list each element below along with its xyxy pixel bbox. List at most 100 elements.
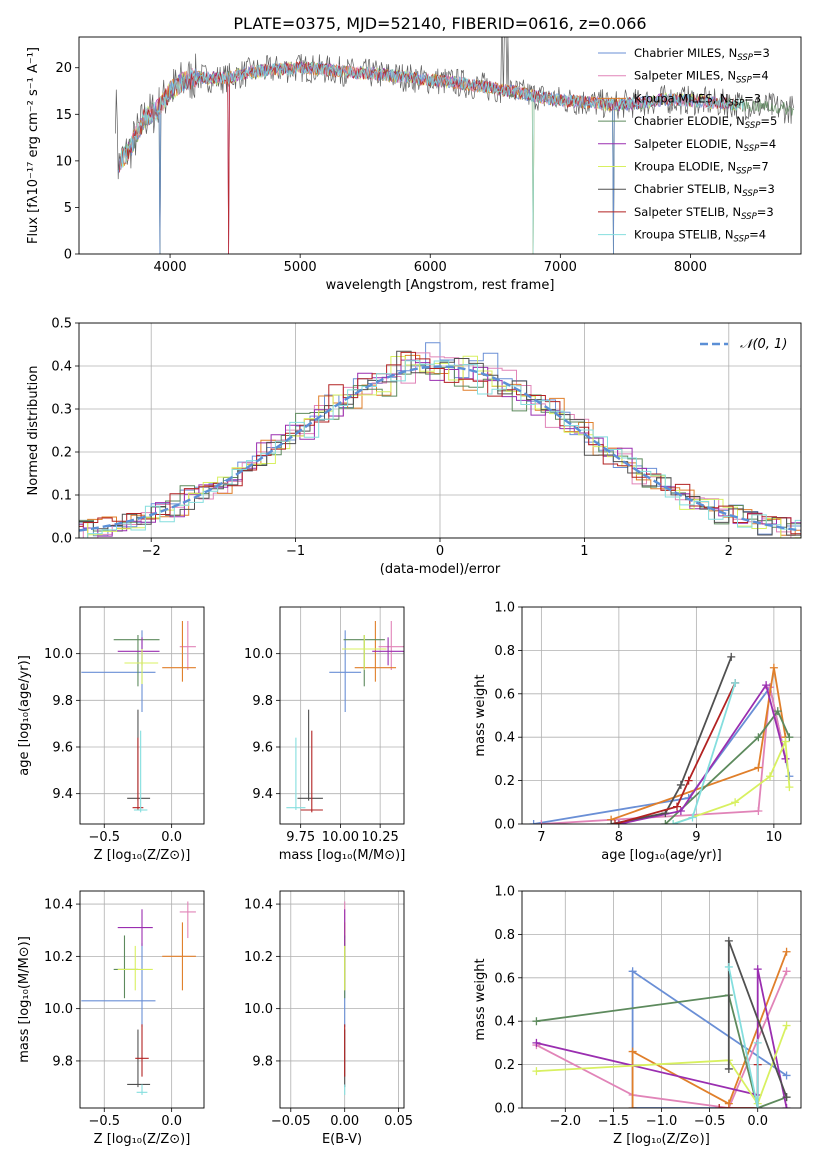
weight-marker <box>782 1071 791 1080</box>
x-axis-label: (data-model)/error <box>380 562 501 577</box>
legend-label: Kroupa MILES, NSSP=3 <box>634 91 761 108</box>
tick-label-x: 7000 <box>544 260 577 275</box>
tick-label-x: 2 <box>725 544 733 559</box>
axes-frame <box>78 322 802 539</box>
tick-label-y: 10.0 <box>244 1002 273 1017</box>
normal-curve <box>79 365 801 532</box>
tick-label-y: 10.4 <box>244 898 273 913</box>
weight-marker <box>715 1104 724 1108</box>
errorbar-point <box>135 1024 149 1077</box>
plot-area <box>80 891 204 1108</box>
figure-title: PLATE=0375, MJD=52140, FIBERID=0616, z=0… <box>233 14 646 33</box>
tick-label-y: 9.8 <box>52 694 73 709</box>
weight-marker <box>529 820 538 824</box>
tick-label-y: 0.2 <box>51 446 72 461</box>
weight-marker <box>753 965 762 974</box>
errorbar-point <box>297 709 323 801</box>
tick-label-x: 0.0 <box>161 1114 182 1129</box>
tick-label-x: 7 <box>537 830 545 845</box>
tick-label-x: −0.5 <box>88 830 120 845</box>
errorbar-point <box>81 630 156 712</box>
axes-frame <box>279 606 405 825</box>
weight-series-line <box>610 656 733 824</box>
errorbar-point <box>162 621 196 682</box>
weight-marker <box>532 1017 541 1026</box>
weight-series-line <box>672 741 791 824</box>
tick-label-x: 0.00 <box>330 1114 359 1129</box>
weight-marker <box>628 1047 637 1056</box>
weight-series-line <box>727 966 759 1108</box>
weight-marker <box>628 967 637 976</box>
weight-marker <box>782 1093 791 1102</box>
weight-marker <box>688 813 697 822</box>
tick-label-x: 9.75 <box>286 830 315 845</box>
plot-area <box>522 607 801 824</box>
tick-label-y: 20 <box>55 61 72 76</box>
weight-marker <box>762 681 771 690</box>
tick-label-y: 0.1 <box>51 489 72 504</box>
errorbar-point <box>372 637 404 666</box>
weight-marker <box>724 1099 733 1108</box>
weight-marker <box>782 967 791 976</box>
errorbar-point <box>127 709 151 801</box>
weight-marker <box>727 652 736 661</box>
tick-label-x: 10.00 <box>322 830 359 845</box>
weight-marker <box>684 776 693 785</box>
errorbar-point <box>117 637 160 666</box>
x-axis-label: Z [log₁₀(Z/Z⊙)] <box>613 1132 710 1147</box>
y-axis-label: mass weight <box>473 674 488 756</box>
weight-series-line <box>631 969 788 1108</box>
legend-label: Salpeter ELODIE, NSSP=4 <box>634 137 776 154</box>
weight-marker <box>754 806 763 815</box>
tick-label-x: 0.0 <box>161 830 182 845</box>
tick-label-y: 5 <box>64 201 72 216</box>
tick-label-y: 0.4 <box>494 1015 515 1030</box>
tick-label-y: 10.2 <box>44 950 73 965</box>
weight-marker <box>611 820 619 824</box>
x-axis-label: wavelength [Angstrom, rest frame] <box>326 278 555 293</box>
weight-marker <box>628 1104 637 1108</box>
tick-label-y: 0 <box>64 248 72 263</box>
grid <box>280 891 404 1108</box>
tick-label-y: 10.0 <box>44 1002 73 1017</box>
y-axis-label: Flux [fλ10⁻¹⁷ erg cm⁻² s⁻¹ A⁻¹] <box>26 47 41 244</box>
weight-marker <box>766 772 774 781</box>
tick-label-y: 10.4 <box>44 898 73 913</box>
errorbar-point <box>117 909 153 946</box>
tick-label-y: 9.6 <box>252 741 273 756</box>
panel-mass-vs-z: −0.5 0.0 9.8 10.0 10.2 10.4 Z [log₁₀(Z/Z⊙)] mas… <box>17 890 205 1147</box>
histogram-series <box>79 359 801 537</box>
errorbar-point <box>124 649 159 684</box>
tick-label-y: 0.2 <box>494 774 515 789</box>
tick-label-x: −2.0 <box>550 1114 582 1129</box>
x-axis-label: Z [log₁₀(Z/Z⊙)] <box>94 1132 191 1147</box>
tick-label-y: 0.6 <box>494 687 515 702</box>
errorbar-point <box>113 935 138 999</box>
tick-label-y: 0.0 <box>51 532 72 547</box>
tick-label-x: 1 <box>580 544 588 559</box>
tick-label-y: 0.2 <box>494 1058 515 1073</box>
tick-label-y: 0.3 <box>51 403 72 418</box>
grid <box>280 607 404 824</box>
plot-area <box>79 323 801 538</box>
tick-label-x: 0.0 <box>747 1114 768 1129</box>
weight-marker <box>754 763 763 772</box>
tick-label-x: 0 <box>436 544 444 559</box>
x-axis-label: Z [log₁₀(Z/Z⊙)] <box>94 848 191 863</box>
legend: Chabrier MILES, NSSP=3 Salpeter MILES, NS… <box>598 46 777 245</box>
tick-label-x: 10 <box>766 830 783 845</box>
panel-spectrum: 4000 5000 6000 7000 8000 0 5 10 15 20 wavelength [… <box>26 36 802 293</box>
legend-label: Kroupa STELIB, NSSP=4 <box>634 228 766 245</box>
axes-frame <box>521 606 802 825</box>
errorbar-point <box>179 901 196 939</box>
panel-ebv: −0.05 0.00 0.05 9.8 10.0 10.2 10.4 E(B-V) <box>244 890 413 1147</box>
tick-label-y: 10.0 <box>44 647 73 662</box>
errorbar-point <box>81 943 156 1027</box>
tick-label-y: 0.8 <box>494 928 515 943</box>
axes-frame <box>279 890 405 1109</box>
histogram-series <box>79 360 801 538</box>
tick-label-y: 0.0 <box>494 818 515 833</box>
tick-label-y: 9.8 <box>52 1054 73 1069</box>
weight-marker <box>753 1038 762 1047</box>
errorbar-point <box>136 1084 148 1095</box>
